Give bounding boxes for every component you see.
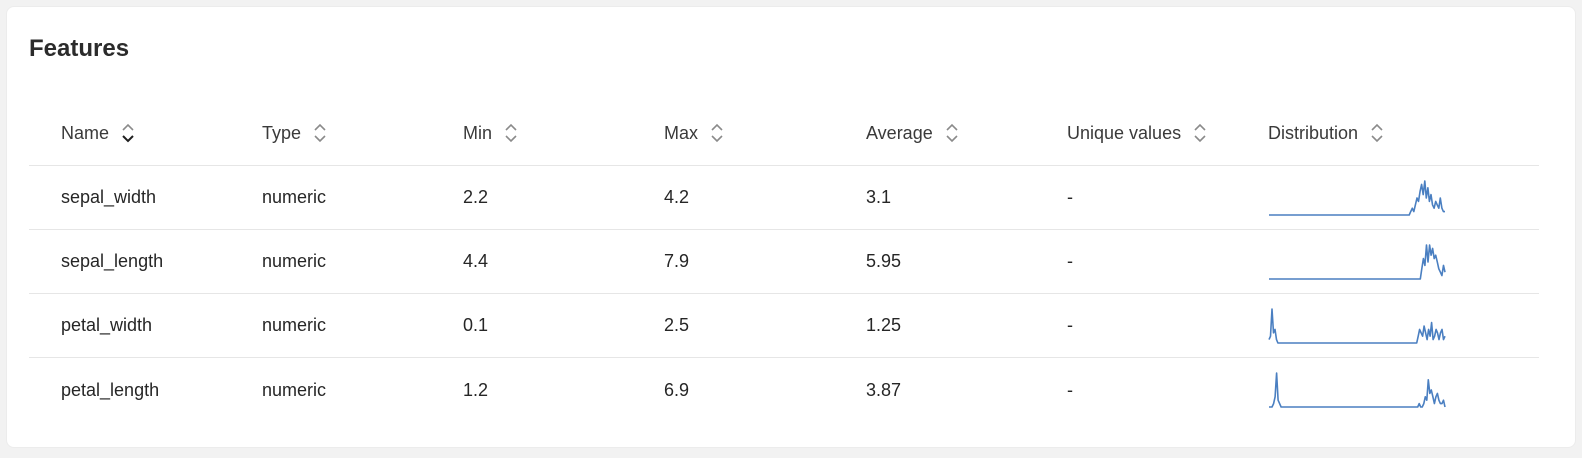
cell-average: 3.87 [866, 379, 902, 400]
cell-distribution [1268, 230, 1446, 293]
table-row: sepal_width numeric 2.2 4.2 3.1 - [29, 166, 1539, 230]
cell-average: 1.25 [866, 315, 902, 335]
chevron-down-icon [946, 135, 958, 143]
chevron-down-icon [1194, 135, 1206, 143]
sparkline-path [1268, 307, 1446, 344]
cell-min: 2.2 [463, 187, 489, 207]
table-row: sepal_length numeric 4.4 7.9 5.95 - [29, 230, 1539, 294]
features-card: Features Name Type Min Max Average [6, 6, 1576, 448]
cell-min: 0.1 [463, 315, 489, 335]
chevron-up-icon [314, 123, 326, 131]
cell-unique-values: - [1067, 251, 1073, 271]
sort-toggle-icon[interactable] [945, 122, 959, 144]
chevron-down-icon [314, 135, 326, 143]
sort-toggle-icon[interactable] [710, 122, 724, 144]
column-header-average[interactable]: Average [866, 101, 959, 165]
cell-unique-values: - [1067, 315, 1073, 335]
cell-type: numeric [262, 379, 327, 400]
column-header-name[interactable]: Name [61, 101, 135, 165]
chevron-up-icon [505, 123, 517, 131]
chevron-up-icon [946, 123, 958, 131]
cell-average: 3.1 [866, 187, 892, 207]
column-header-type[interactable]: Type [262, 101, 327, 165]
chevron-up-icon [711, 123, 723, 131]
cell-name: petal_length [61, 379, 160, 400]
chevron-down-icon [122, 135, 134, 143]
column-header-max[interactable]: Max [664, 101, 724, 165]
cell-max: 6.9 [664, 379, 690, 400]
sort-toggle-icon[interactable] [1193, 122, 1207, 144]
sort-toggle-icon[interactable] [313, 122, 327, 144]
cell-name: petal_width [61, 315, 153, 335]
column-label: Min [463, 122, 493, 143]
cell-distribution [1268, 294, 1446, 357]
cell-distribution [1268, 166, 1446, 229]
chevron-down-icon [711, 135, 723, 143]
table-row: petal_length numeric 1.2 6.9 3.87 - [29, 358, 1539, 422]
chevron-down-icon [1371, 135, 1383, 143]
column-header-unique-values[interactable]: Unique values [1067, 101, 1207, 165]
sort-toggle-icon[interactable] [504, 122, 518, 144]
distribution-sparkline [1268, 307, 1446, 344]
sparkline-path [1269, 179, 1445, 216]
table-row: petal_width numeric 0.1 2.5 1.25 - [29, 294, 1539, 358]
cell-max: 7.9 [664, 251, 690, 271]
cell-type: numeric [262, 187, 327, 207]
distribution-sparkline [1269, 372, 1446, 408]
card-title: Features [29, 35, 130, 62]
column-header-min[interactable]: Min [463, 101, 518, 165]
cell-distribution [1268, 358, 1446, 422]
chevron-up-icon [1371, 123, 1383, 131]
column-label: Distribution [1268, 122, 1359, 143]
sparkline-path [1269, 243, 1446, 280]
cell-min: 1.2 [463, 379, 489, 400]
column-label: Type [262, 122, 302, 143]
cell-unique-values: - [1067, 187, 1073, 207]
sort-toggle-icon[interactable] [1370, 122, 1384, 144]
column-label: Unique values [1067, 122, 1182, 143]
column-header-distribution[interactable]: Distribution [1268, 101, 1384, 165]
cell-name: sepal_length [61, 251, 164, 271]
column-label: Name [61, 122, 110, 143]
distribution-sparkline [1269, 179, 1445, 216]
column-label: Max [664, 122, 699, 143]
sort-toggle-icon[interactable] [121, 122, 135, 144]
chevron-up-icon [1194, 123, 1206, 131]
cell-max: 2.5 [664, 315, 690, 335]
distribution-sparkline [1269, 243, 1446, 280]
cell-type: numeric [262, 251, 327, 271]
cell-name: sepal_width [61, 187, 157, 207]
cell-unique-values: - [1067, 379, 1073, 400]
features-table: Name Type Min Max Average Unique values [29, 101, 1539, 422]
chevron-down-icon [505, 135, 517, 143]
table-header: Name Type Min Max Average Unique values [29, 101, 1539, 166]
chevron-up-icon [122, 123, 134, 131]
cell-min: 4.4 [463, 251, 489, 271]
cell-average: 5.95 [866, 251, 902, 271]
cell-type: numeric [262, 315, 327, 335]
sparkline-path [1269, 372, 1446, 408]
cell-max: 4.2 [664, 187, 690, 207]
column-label: Average [866, 122, 933, 143]
